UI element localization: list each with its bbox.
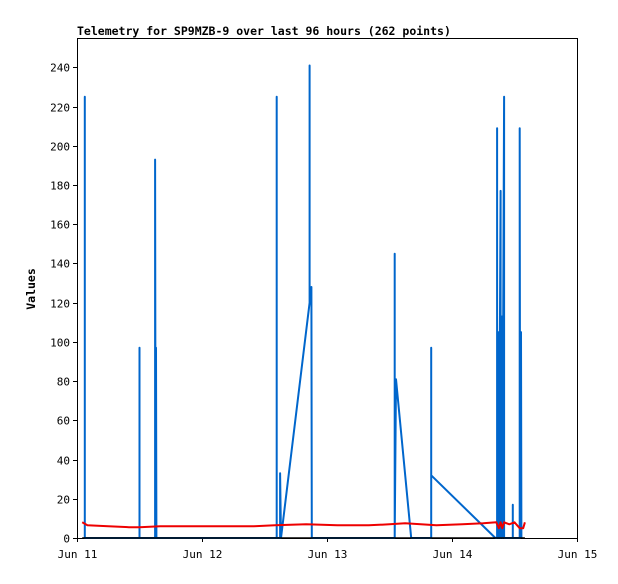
y-tick-label: 100: [50, 337, 70, 350]
y-tick-label: 40: [57, 455, 70, 468]
y-tick-label: 60: [57, 415, 70, 428]
y-axis-label: Values: [24, 268, 38, 310]
y-tick-label: 120: [50, 298, 70, 311]
chart-title: Telemetry for SP9MZB-9 over last 96 hour…: [77, 24, 451, 38]
ticks-layer: 0 20 40 60 80 100 120 140 160 180 200 220 240 Jun 11 J…: [50, 62, 597, 562]
y-tick-label: 220: [50, 102, 70, 115]
series-layer: [81, 64, 526, 539]
x-tick-label: Jun 11: [58, 548, 98, 561]
y-tick-label: 160: [50, 219, 70, 232]
y-tick-label: 0: [63, 533, 70, 546]
y-tick-label: 140: [50, 258, 70, 271]
y-tick-label: 240: [50, 62, 70, 75]
x-tick-label: Jun 14: [433, 548, 473, 561]
y-tick-label: 180: [50, 180, 70, 193]
x-tick-label: Jun 15: [558, 548, 598, 561]
x-tick-label: Jun 13: [308, 548, 348, 561]
series-line-1: [83, 64, 523, 539]
x-tick-label: Jun 12: [183, 548, 223, 561]
y-tick-label: 80: [57, 376, 70, 389]
series-line-2: [81, 521, 526, 530]
y-tick-label: 20: [57, 494, 70, 507]
y-tick-label: 200: [50, 141, 70, 154]
